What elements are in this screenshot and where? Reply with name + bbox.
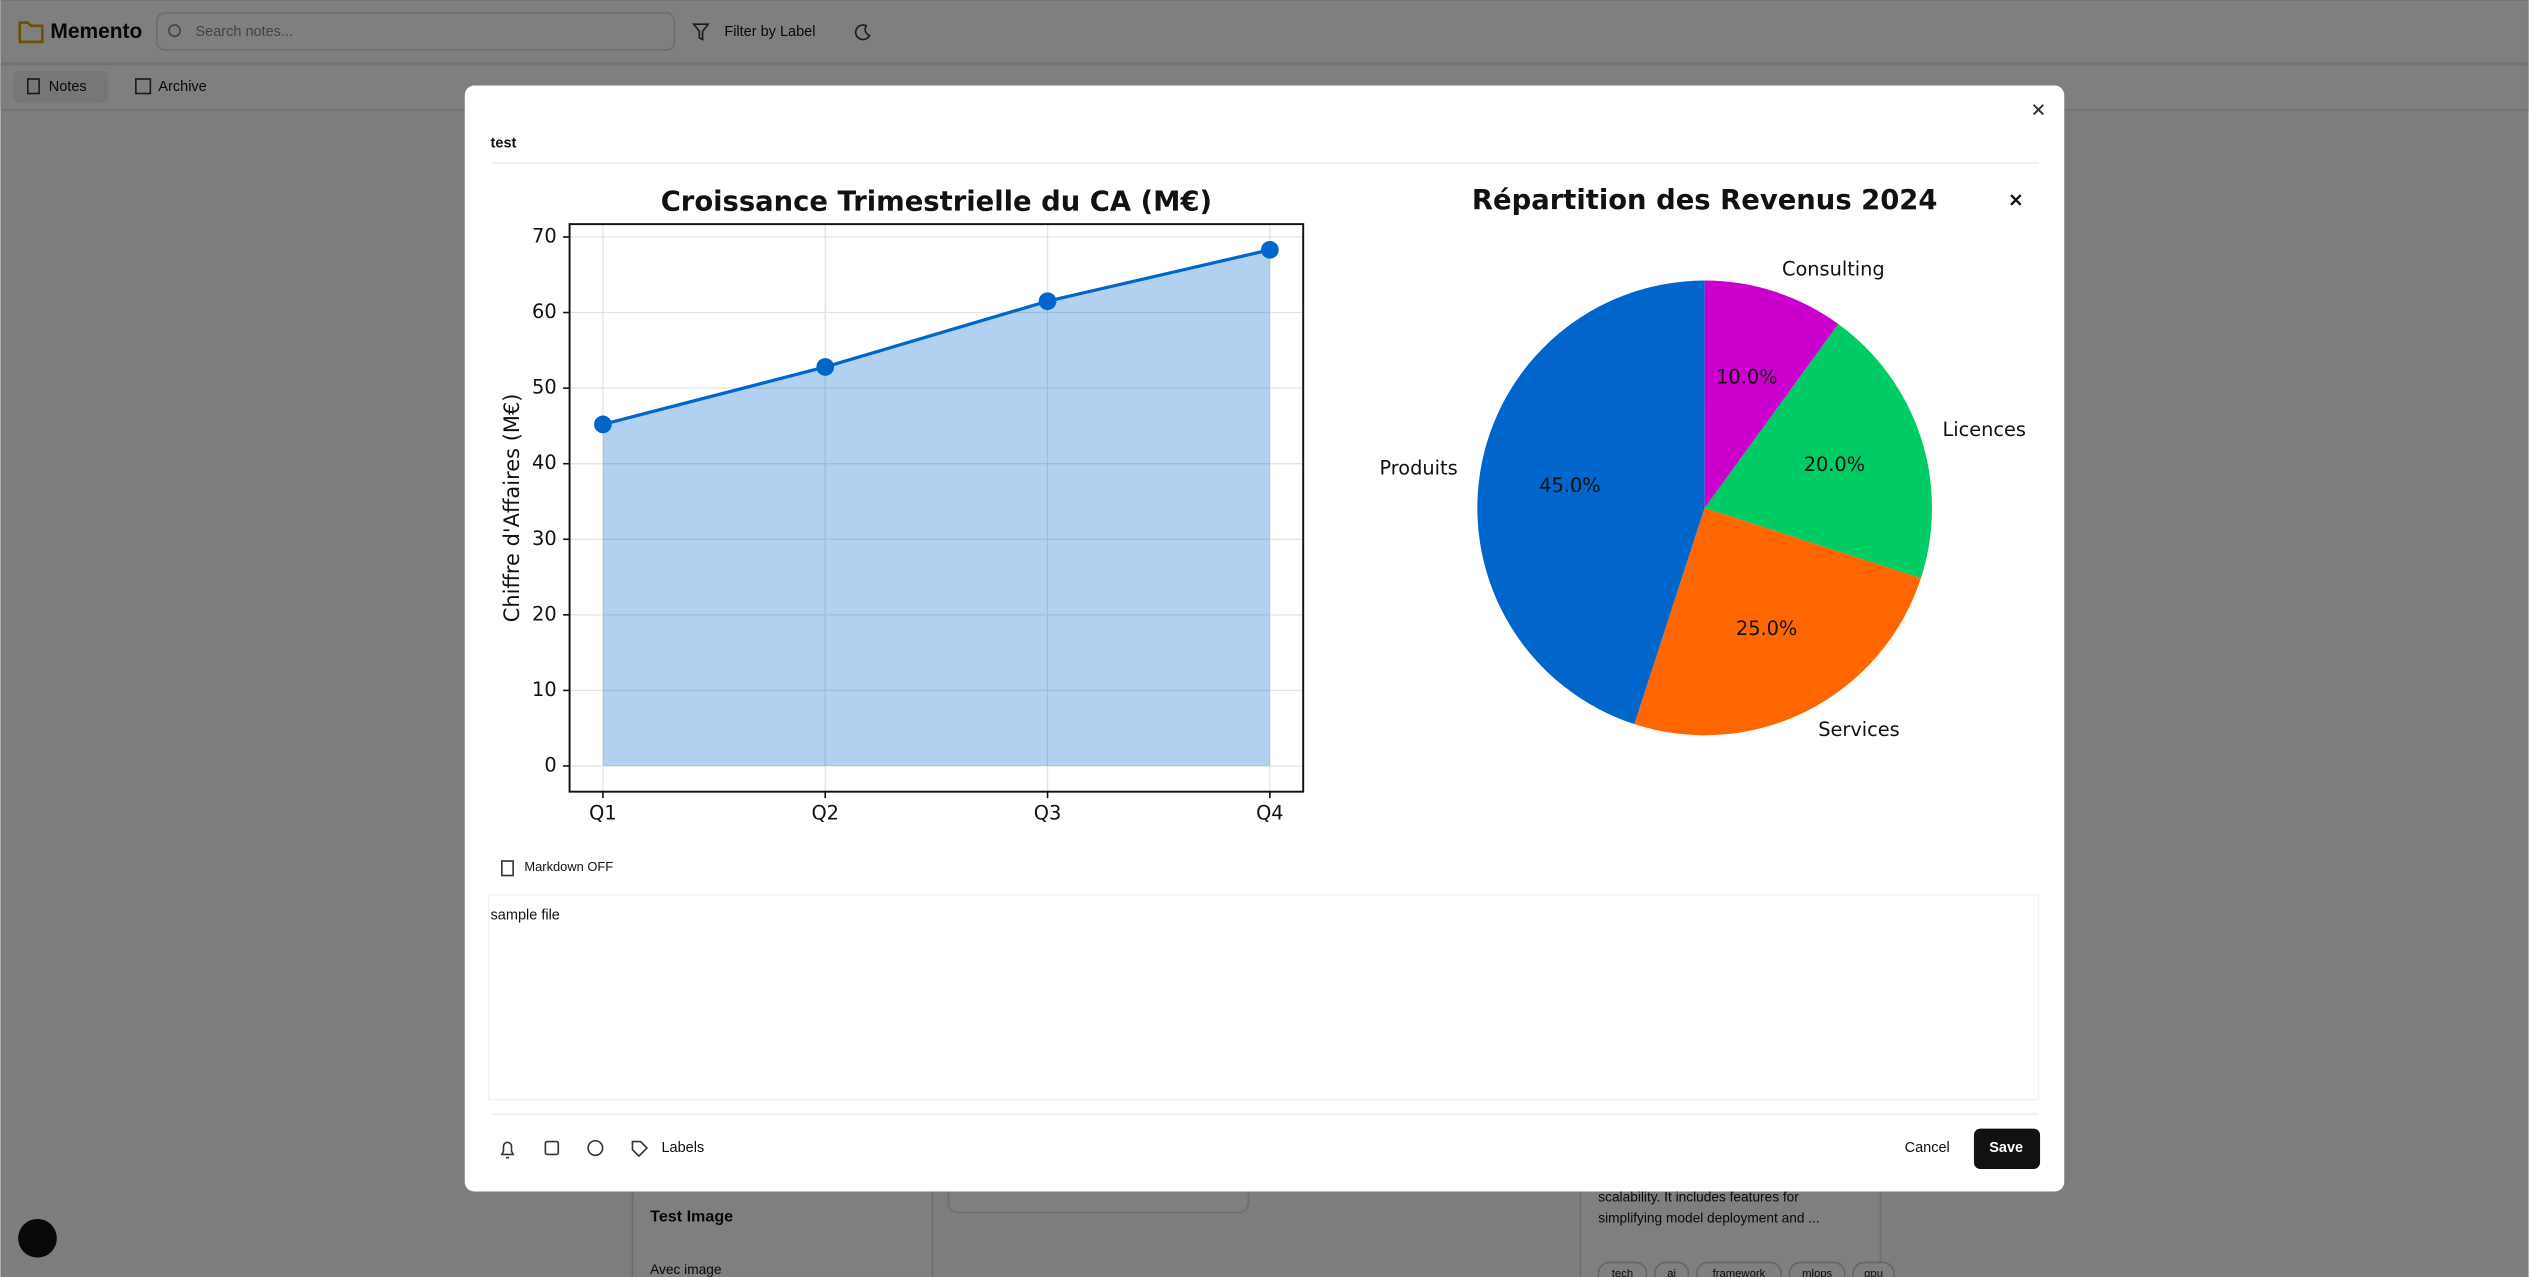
pie-slice: [1477, 280, 1705, 725]
reminder-button[interactable]: [500, 1141, 515, 1159]
markdown-icon: [501, 860, 514, 877]
slice-label: Services: [1818, 718, 1900, 741]
y-tick-label: 50: [532, 376, 557, 399]
pie-slice: [1704, 323, 1933, 579]
value-label: 45.0%: [1539, 474, 1600, 497]
y-tick-label: 20: [532, 602, 557, 625]
marker: [1260, 240, 1279, 259]
slice-label: Produits: [1379, 456, 1457, 479]
marker: [594, 415, 612, 434]
y-tick-label: 60: [532, 300, 557, 323]
image-button[interactable]: [544, 1140, 560, 1156]
pie-slice: [1704, 280, 1839, 508]
x-tick-label: Q4: [1256, 802, 1284, 825]
marker: [1038, 292, 1057, 311]
cancel-button[interactable]: Cancel: [1905, 1140, 1950, 1156]
x-tick-label: Q2: [811, 802, 839, 825]
chart-title: Répartition des Revenus 2024: [1472, 185, 1938, 216]
note-title-input[interactable]: test: [491, 135, 517, 151]
x-tick-label: Q3: [1034, 802, 1062, 825]
content-area[interactable]: [488, 894, 2040, 1101]
slice-label: Consulting: [1782, 258, 1885, 281]
modal-close[interactable]: [2032, 104, 2044, 116]
chart-title: Croissance Trimestrielle du CA (M€): [661, 187, 1212, 218]
y-tick-label: 0: [544, 753, 556, 776]
save-button[interactable]: Save: [1989, 1140, 2023, 1156]
note-content: sample file: [491, 908, 560, 924]
pie-slice: [1634, 507, 1921, 736]
marker: [816, 358, 835, 376]
y-tick-label: 40: [532, 451, 557, 474]
markdown-toggle[interactable]: Markdown OFF: [524, 859, 613, 874]
y-tick-label: 10: [532, 678, 557, 701]
plot-frame: [568, 223, 1305, 793]
slice-label: Licences: [1943, 418, 2026, 441]
y-axis-label: Chiffre d'Affaires (M€): [500, 394, 524, 623]
labels-button[interactable]: Labels: [661, 1140, 704, 1156]
y-tick-label: 70: [532, 224, 557, 247]
value-label: 25.0%: [1736, 617, 1797, 640]
x-tick-label: Q1: [589, 802, 617, 825]
remove-image[interactable]: [2010, 194, 2022, 206]
y-tick-label: 30: [532, 527, 557, 550]
save-button-bg[interactable]: [1973, 1128, 2041, 1169]
labels-icon: [631, 1140, 649, 1158]
color-button[interactable]: [587, 1139, 604, 1157]
line: [602, 248, 1271, 426]
area: [602, 249, 1270, 766]
value-label: 20.0%: [1804, 453, 1865, 476]
value-label: 10.0%: [1716, 366, 1777, 389]
